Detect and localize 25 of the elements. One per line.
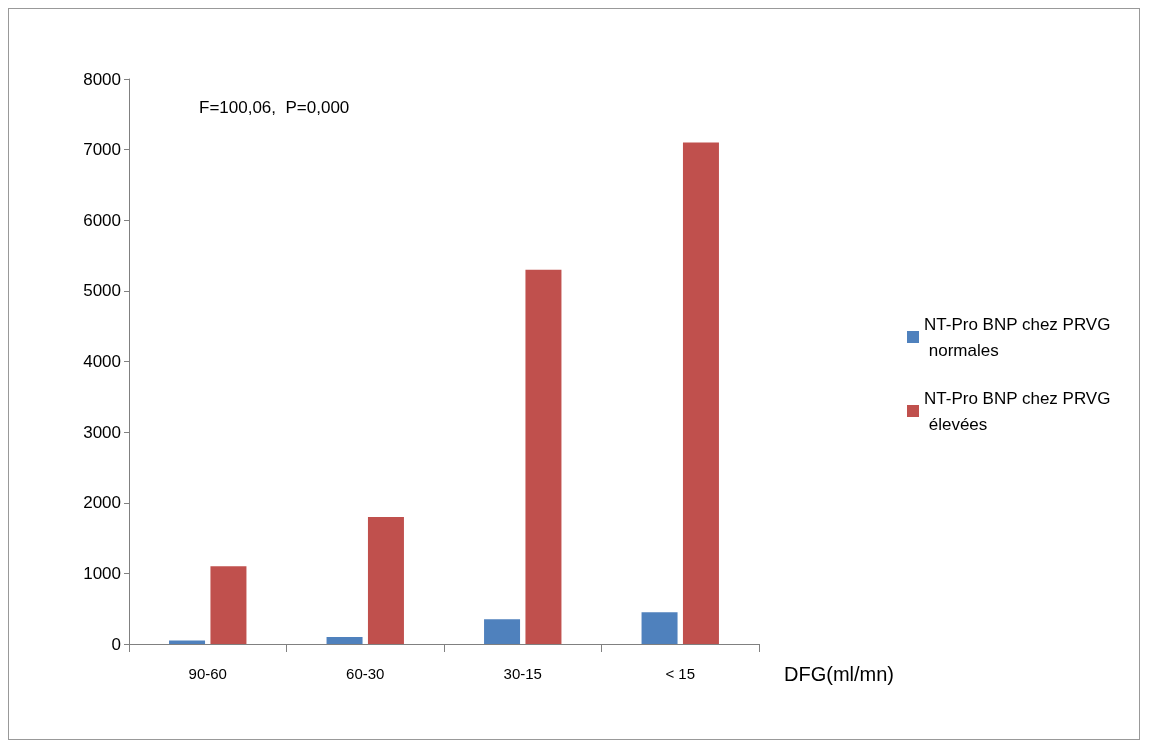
y-tick-label: 4000 xyxy=(83,352,121,371)
bar xyxy=(682,142,719,644)
bar xyxy=(326,636,363,644)
y-tick-label: 6000 xyxy=(83,210,121,230)
legend-label: NT-Pro BNP chez PRVG élevées xyxy=(924,388,1111,434)
y-tick-label: 5000 xyxy=(83,281,121,301)
y-tick-label: 2000 xyxy=(83,493,121,513)
x-tick-label: 60-30 xyxy=(346,665,385,682)
bar xyxy=(641,612,678,644)
y-tick-label: 3000 xyxy=(83,422,121,442)
x-tick-label: 90-60 xyxy=(188,665,227,682)
y-tick-label: 7000 xyxy=(83,140,121,160)
annotation: F=100,06, P=0,000 xyxy=(199,98,350,117)
y-tick-label: 0 xyxy=(111,634,121,654)
bar xyxy=(169,640,206,644)
bar xyxy=(367,516,404,644)
x-tick-label: < 15 xyxy=(665,665,696,682)
bar xyxy=(525,269,562,644)
bar xyxy=(484,619,521,644)
bar xyxy=(210,566,247,644)
x-tick-label: 30-15 xyxy=(503,665,542,682)
y-tick-label: 1000 xyxy=(83,563,121,583)
x-axis-title: DFG(ml/mn) xyxy=(784,663,894,685)
y-tick-label: 8000 xyxy=(83,69,121,89)
legend-label: NT-Pro BNP chez PRVG normales xyxy=(924,314,1111,360)
